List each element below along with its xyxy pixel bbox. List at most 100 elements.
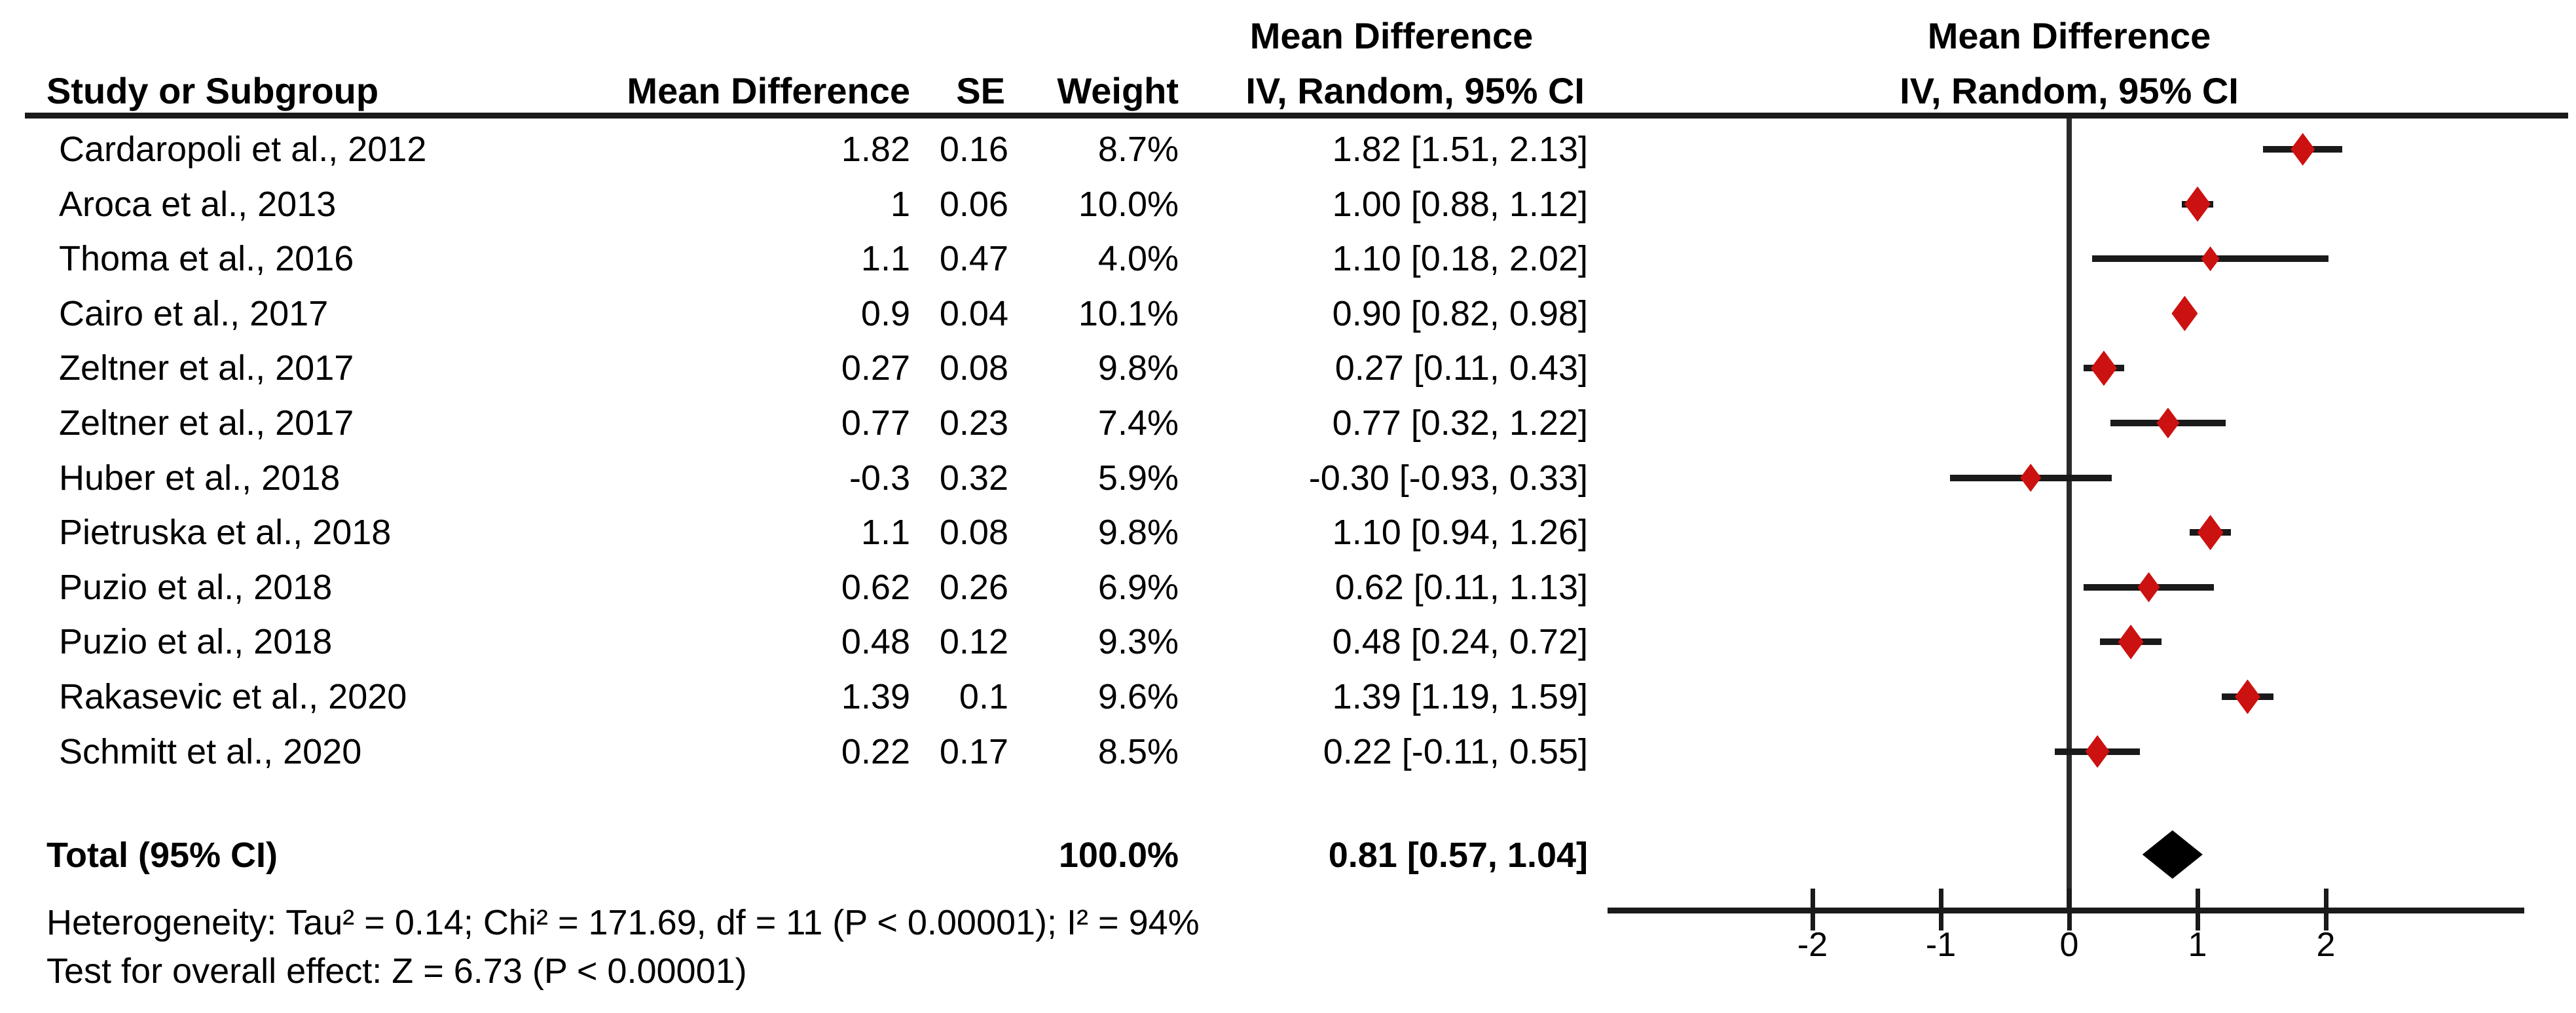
axis-tick-label: 2 [2316, 926, 2336, 964]
ci-cell: 0.48 [0.24, 0.72] [1332, 622, 1588, 662]
se-cell: 0.06 [939, 184, 1008, 224]
overall-effect-text: Test for overall effect: Z = 6.73 (P < 0… [46, 951, 747, 991]
effect-marker [2197, 515, 2224, 551]
column-md-header: Mean Difference [627, 70, 910, 111]
md-cell: 1.82 [841, 130, 910, 169]
axis-tick-label: 1 [2188, 926, 2207, 964]
study-label: Cairo et al., 2017 [59, 293, 329, 333]
md-cell: 0.77 [841, 403, 910, 443]
weight-cell: 8.7% [1097, 130, 1179, 169]
ci-cell: 0.27 [0.11, 0.43] [1334, 348, 1588, 388]
md-cell: 0.62 [841, 567, 910, 607]
total-weight: 100.0% [1058, 836, 1179, 875]
column-effect-header-top: Mean Difference [1249, 15, 1534, 56]
plot-ci-header: IV, Random, 95% CI [1900, 70, 2239, 111]
se-cell: 0.16 [939, 130, 1008, 169]
se-cell: 0.1 [959, 677, 1008, 716]
axis-tick [1939, 889, 1943, 930]
study-label: Huber et al., 2018 [59, 458, 340, 498]
column-weight-header: Weight [1057, 70, 1179, 111]
column-study-header: Study or Subgroup [46, 70, 379, 111]
study-label: Zeltner et al., 2017 [59, 403, 354, 443]
md-cell: 1.1 [860, 239, 910, 279]
total-ci: 0.81 [0.57, 1.04] [1328, 836, 1588, 875]
ci-cell: 1.10 [0.94, 1.26] [1332, 513, 1588, 553]
axis-tick-label: -2 [1797, 926, 1828, 964]
weight-cell: 10.1% [1078, 293, 1179, 333]
weight-cell: 9.8% [1097, 348, 1179, 388]
ci-cell: 0.22 [-0.11, 0.55] [1323, 731, 1588, 771]
md-cell: 0.9 [860, 293, 910, 333]
study-label: Pietruska et al., 2018 [59, 513, 392, 553]
ci-cell: -0.30 [-0.93, 0.33] [1308, 458, 1588, 498]
effect-marker [2085, 735, 2110, 768]
study-label: Thoma et al., 2016 [59, 239, 354, 279]
study-label: Schmitt et al., 2020 [59, 731, 362, 771]
weight-cell: 10.0% [1078, 184, 1179, 224]
md-cell: 0.48 [841, 622, 910, 662]
se-cell: 0.17 [939, 731, 1008, 771]
ci-cell: 1.82 [1.51, 2.13] [1332, 130, 1588, 169]
zero-effect-line [2067, 119, 2072, 910]
md-cell: 1.39 [841, 677, 910, 716]
se-cell: 0.12 [939, 622, 1008, 662]
se-cell: 0.23 [939, 403, 1008, 443]
md-cell: 1 [890, 184, 910, 224]
effect-marker [2291, 133, 2315, 166]
column-ci-header: IV, Random, 95% CI [1245, 70, 1585, 111]
ci-cell: 0.77 [0.32, 1.22] [1332, 403, 1588, 443]
effect-marker [2137, 572, 2160, 602]
effect-marker [2156, 407, 2180, 439]
ci-cell: 1.10 [0.18, 2.02] [1332, 239, 1588, 279]
axis-tick [2196, 889, 2200, 930]
se-cell: 0.04 [939, 293, 1008, 333]
weight-cell: 6.9% [1097, 567, 1179, 607]
effect-marker [2118, 624, 2144, 659]
weight-cell: 9.8% [1097, 513, 1179, 553]
effect-marker [2201, 246, 2220, 272]
se-cell: 0.08 [939, 348, 1008, 388]
weight-cell: 7.4% [1097, 403, 1179, 443]
weight-cell: 4.0% [1097, 239, 1179, 279]
x-axis-line [1608, 908, 2524, 913]
md-cell: -0.3 [849, 458, 910, 498]
study-label: Cardaropoli et al., 2012 [59, 130, 427, 169]
study-label: Rakasevic et al., 2020 [59, 677, 407, 716]
column-se-header: SE [956, 70, 1005, 111]
se-cell: 0.26 [939, 567, 1008, 607]
heterogeneity-text: Heterogeneity: Tau² = 0.14; Chi² = 171.6… [46, 903, 1200, 942]
plot-effect-header-top: Mean Difference [1927, 15, 2211, 56]
study-label: Zeltner et al., 2017 [59, 348, 354, 388]
study-label: Aroca et al., 2013 [59, 184, 337, 224]
effect-marker [2171, 295, 2198, 331]
effect-marker [2090, 350, 2117, 386]
se-cell: 0.08 [939, 513, 1008, 553]
ci-cell: 0.90 [0.82, 0.98] [1332, 293, 1588, 333]
axis-tick [2067, 889, 2072, 930]
ci-cell: 0.62 [0.11, 1.13] [1334, 567, 1588, 607]
md-cell: 0.22 [841, 731, 910, 771]
se-cell: 0.32 [939, 458, 1008, 498]
study-label: Puzio et al., 2018 [59, 622, 333, 662]
se-cell: 0.47 [939, 239, 1008, 279]
axis-tick [1811, 889, 1815, 930]
axis-tick-label: 0 [2059, 926, 2079, 964]
ci-cell: 1.00 [0.88, 1.12] [1332, 184, 1588, 224]
weight-cell: 5.9% [1097, 458, 1179, 498]
weight-cell: 9.6% [1097, 677, 1179, 716]
total-diamond-marker [2142, 830, 2203, 879]
effect-marker [2234, 679, 2260, 714]
md-cell: 0.27 [841, 348, 910, 388]
effect-marker [2184, 186, 2211, 222]
ci-cell: 1.39 [1.19, 1.59] [1332, 677, 1588, 716]
axis-tick-label: -1 [1925, 926, 1957, 964]
weight-cell: 8.5% [1097, 731, 1179, 771]
header-rule [25, 113, 2568, 119]
axis-tick [2324, 889, 2328, 930]
total-label: Total (95% CI) [46, 836, 278, 875]
study-label: Puzio et al., 2018 [59, 567, 333, 607]
weight-cell: 9.3% [1097, 622, 1179, 662]
effect-marker [2020, 464, 2042, 492]
md-cell: 1.1 [860, 513, 910, 553]
